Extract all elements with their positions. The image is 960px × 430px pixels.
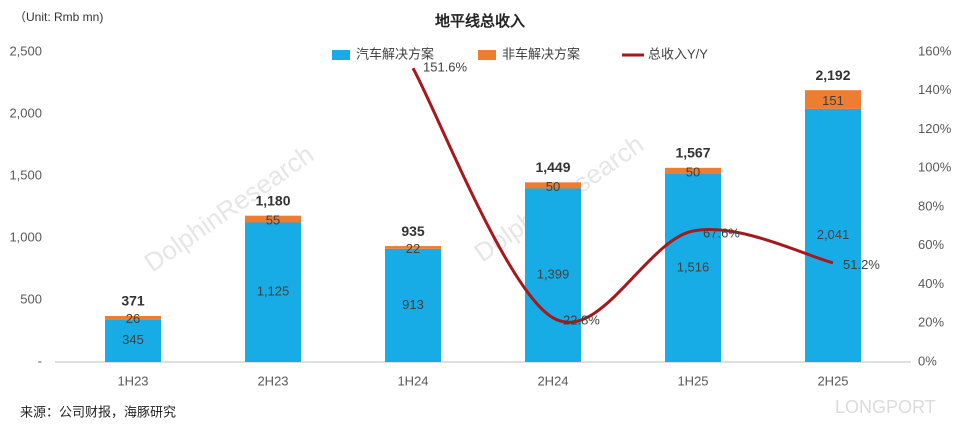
legend-label: 非车解决方案 <box>502 46 580 61</box>
bar-value-label: 1,399 <box>537 267 570 282</box>
y-tick-label: 60% <box>918 237 944 252</box>
bar-value-label: 50 <box>686 164 700 179</box>
bar-value-label: 1,516 <box>677 259 710 274</box>
bar <box>385 246 441 249</box>
bar <box>105 319 161 362</box>
x-tick-label: 2H25 <box>817 373 848 388</box>
bar <box>665 174 721 362</box>
y-tick-label: 1,500 <box>9 167 42 182</box>
bar <box>245 222 301 362</box>
y-tick-label: - <box>38 353 42 368</box>
total-label: 371 <box>121 293 145 309</box>
legend-label: 总收入Y/Y <box>648 46 708 61</box>
y-tick-label: 160% <box>918 43 952 58</box>
bar <box>105 315 161 320</box>
bar <box>805 90 861 109</box>
bar-value-label: 55 <box>266 213 280 228</box>
y-tick-label: 500 <box>20 291 42 306</box>
total-label: 2,192 <box>815 67 850 83</box>
x-tick-label: 2H23 <box>257 373 288 388</box>
bar-value-label: 22 <box>406 241 420 256</box>
y-tick-label: 2,500 <box>9 43 42 58</box>
bar-value-label: 2,041 <box>817 227 850 242</box>
line-value-label: 51.2% <box>843 257 880 272</box>
bar <box>665 167 721 175</box>
legend-swatch <box>478 50 496 60</box>
total-label: 1,449 <box>535 159 570 175</box>
y-tick-label: 1,000 <box>9 229 42 244</box>
y-tick-label: 40% <box>918 276 944 291</box>
watermark: LONGPORT <box>835 397 936 417</box>
line-value-label: 22.8% <box>563 312 600 327</box>
bar <box>525 182 581 189</box>
unit-note: （Unit: Rmb mn) <box>14 10 103 24</box>
bar <box>525 188 581 362</box>
legend-swatch <box>332 50 350 60</box>
line <box>411 67 834 324</box>
x-tick-label: 1H25 <box>677 373 708 388</box>
bar-value-label: 151 <box>822 93 844 108</box>
legend-label: 汽车解决方案 <box>356 46 434 61</box>
x-tick-label: 2H24 <box>537 373 568 388</box>
x-tick-label: 1H24 <box>397 373 428 388</box>
total-label: 1,567 <box>675 144 710 160</box>
y-tick-label: 80% <box>918 198 944 213</box>
y-tick-label: 120% <box>918 121 952 136</box>
bar-value-label: 345 <box>122 332 144 347</box>
source: 来源：公司财报，海豚研究 <box>20 404 176 419</box>
total-label: 935 <box>401 223 425 239</box>
y-tick-label: 2,000 <box>9 105 42 120</box>
bar <box>385 248 441 362</box>
x-tick-label: 1H23 <box>117 373 148 388</box>
line-value-label: 67.6% <box>703 225 740 240</box>
y-tick-label: 20% <box>918 315 944 330</box>
chart-title: 地平线总收入 <box>435 12 525 30</box>
line-value-label: 151.6% <box>423 60 468 75</box>
y-tick-label: 140% <box>918 82 952 97</box>
y-tick-label: 0% <box>918 353 937 368</box>
bar-value-label: 50 <box>546 179 560 194</box>
total-label: 1,180 <box>255 192 290 208</box>
bar-value-label: 913 <box>402 297 424 312</box>
bar <box>245 215 301 223</box>
y-tick-label: 100% <box>918 160 952 175</box>
bar <box>805 108 861 362</box>
bar-value-label: 26 <box>126 311 140 326</box>
bar-value-label: 1,125 <box>257 284 290 299</box>
